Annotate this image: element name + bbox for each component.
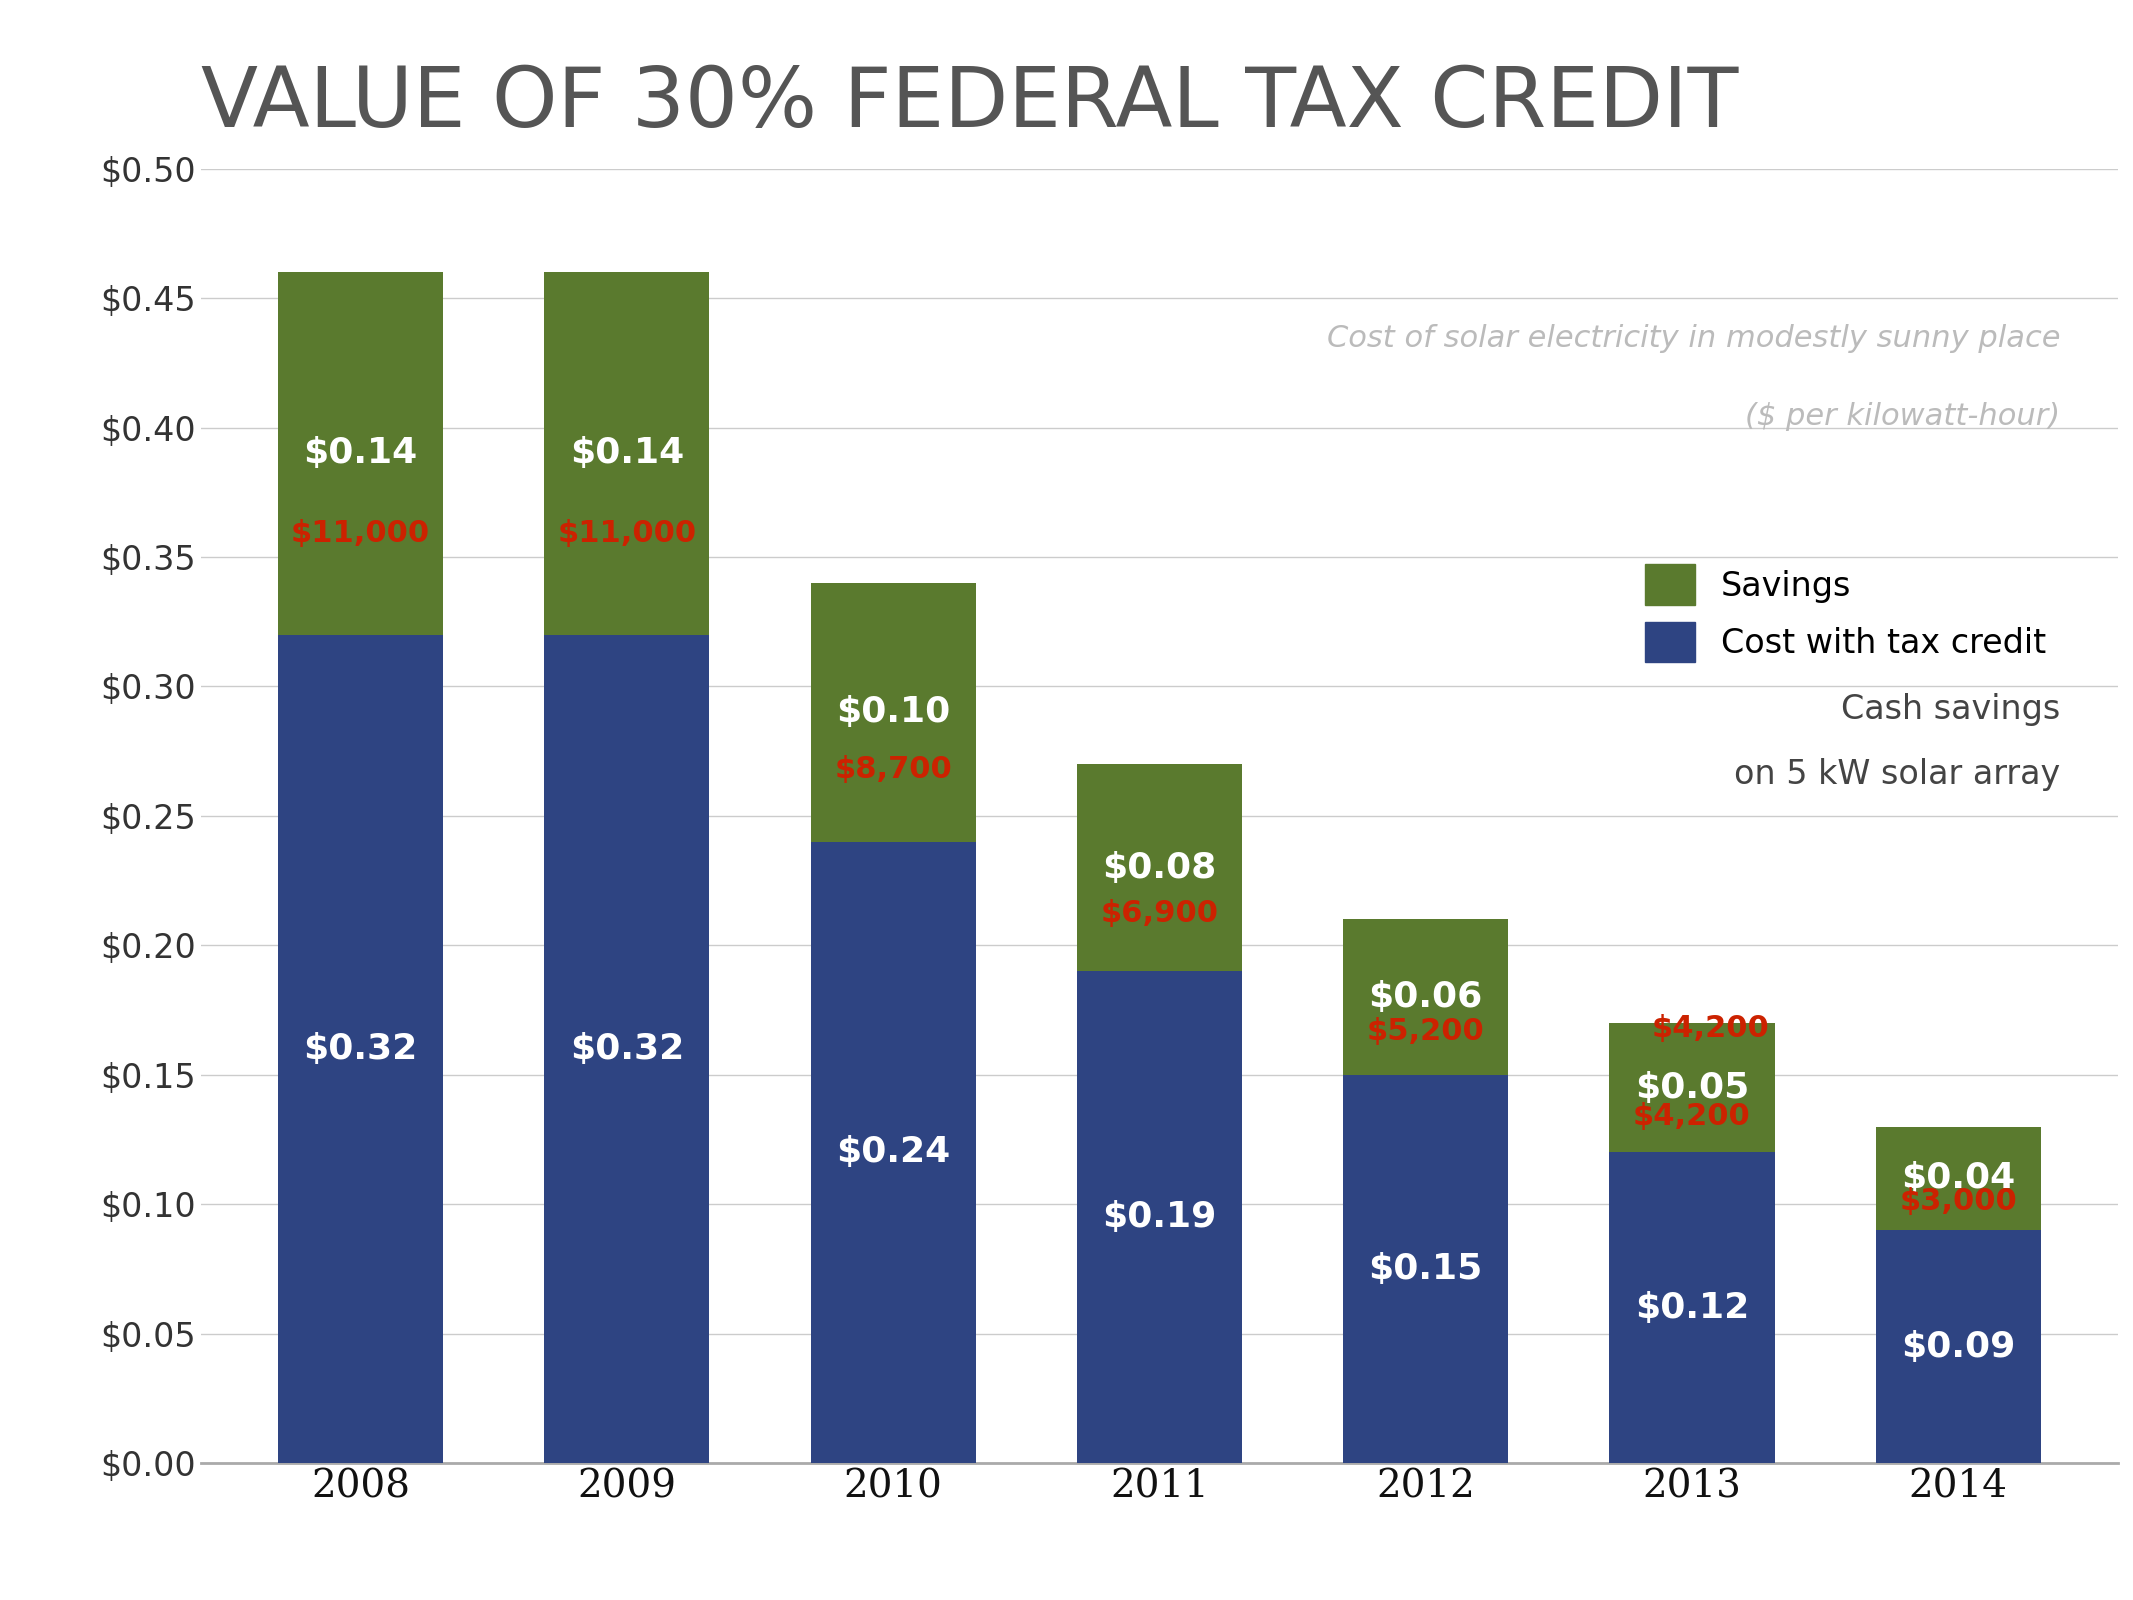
Bar [544,635,710,1462]
Text: $0.24: $0.24 [836,1136,951,1170]
Text: $11,000: $11,000 [290,518,431,547]
Text: $0.08: $0.08 [1103,851,1216,885]
Bar [1077,765,1241,971]
Text: $8,700: $8,700 [834,755,951,784]
Bar [1610,1022,1775,1152]
Text: on 5 kW solar array: on 5 kW solar array [1734,758,2060,790]
Text: $0.32: $0.32 [570,1032,685,1066]
Bar [544,272,710,635]
Text: $0.05: $0.05 [1634,1070,1749,1104]
Text: $11,000: $11,000 [557,518,697,547]
Text: $0.06: $0.06 [1369,981,1482,1014]
Bar [811,842,975,1462]
Text: $0.32: $0.32 [303,1032,418,1066]
Text: $0.14: $0.14 [303,437,418,470]
Bar [811,582,975,842]
Text: ($ per kilowatt-hour): ($ per kilowatt-hour) [1745,402,2060,430]
Bar [1344,1075,1508,1462]
Text: $6,900: $6,900 [1101,899,1218,928]
Bar [277,635,444,1462]
Text: $0.12: $0.12 [1634,1291,1749,1325]
Text: $4,200: $4,200 [1634,1102,1751,1131]
Text: $5,200: $5,200 [1367,1018,1485,1046]
Bar [1077,971,1241,1462]
Text: $0.04: $0.04 [1901,1162,2016,1195]
Bar [1875,1230,2041,1462]
Bar [277,272,444,635]
Text: $0.14: $0.14 [570,437,685,470]
Text: $0.15: $0.15 [1369,1251,1482,1286]
Text: $3,000: $3,000 [1898,1187,2018,1216]
Bar [1610,1152,1775,1462]
Text: $4,200: $4,200 [1653,1014,1770,1043]
Text: $0.10: $0.10 [836,696,951,730]
Text: $0.19: $0.19 [1103,1200,1216,1234]
Bar [1344,920,1508,1075]
Text: $0.09: $0.09 [1901,1330,2016,1363]
Bar [1875,1126,2041,1230]
Legend: Savings, Cost with tax credit: Savings, Cost with tax credit [1627,547,2063,678]
Text: Cost of solar electricity in modestly sunny place: Cost of solar electricity in modestly su… [1327,325,2060,354]
Text: Cash savings: Cash savings [1841,693,2060,726]
Text: VALUE OF 30% FEDERAL TAX CREDIT: VALUE OF 30% FEDERAL TAX CREDIT [201,62,1738,144]
